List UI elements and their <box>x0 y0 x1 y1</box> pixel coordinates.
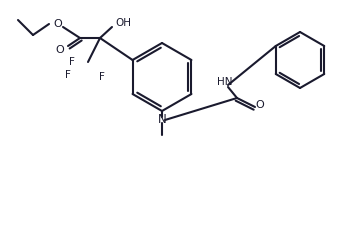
Text: HN: HN <box>217 77 233 87</box>
Text: F: F <box>99 72 105 82</box>
Text: OH: OH <box>115 18 131 28</box>
Text: F: F <box>65 70 71 80</box>
Text: N: N <box>158 113 166 126</box>
Text: F: F <box>69 57 75 67</box>
Text: O: O <box>256 100 264 110</box>
Text: O: O <box>55 45 64 55</box>
Text: O: O <box>54 19 62 29</box>
